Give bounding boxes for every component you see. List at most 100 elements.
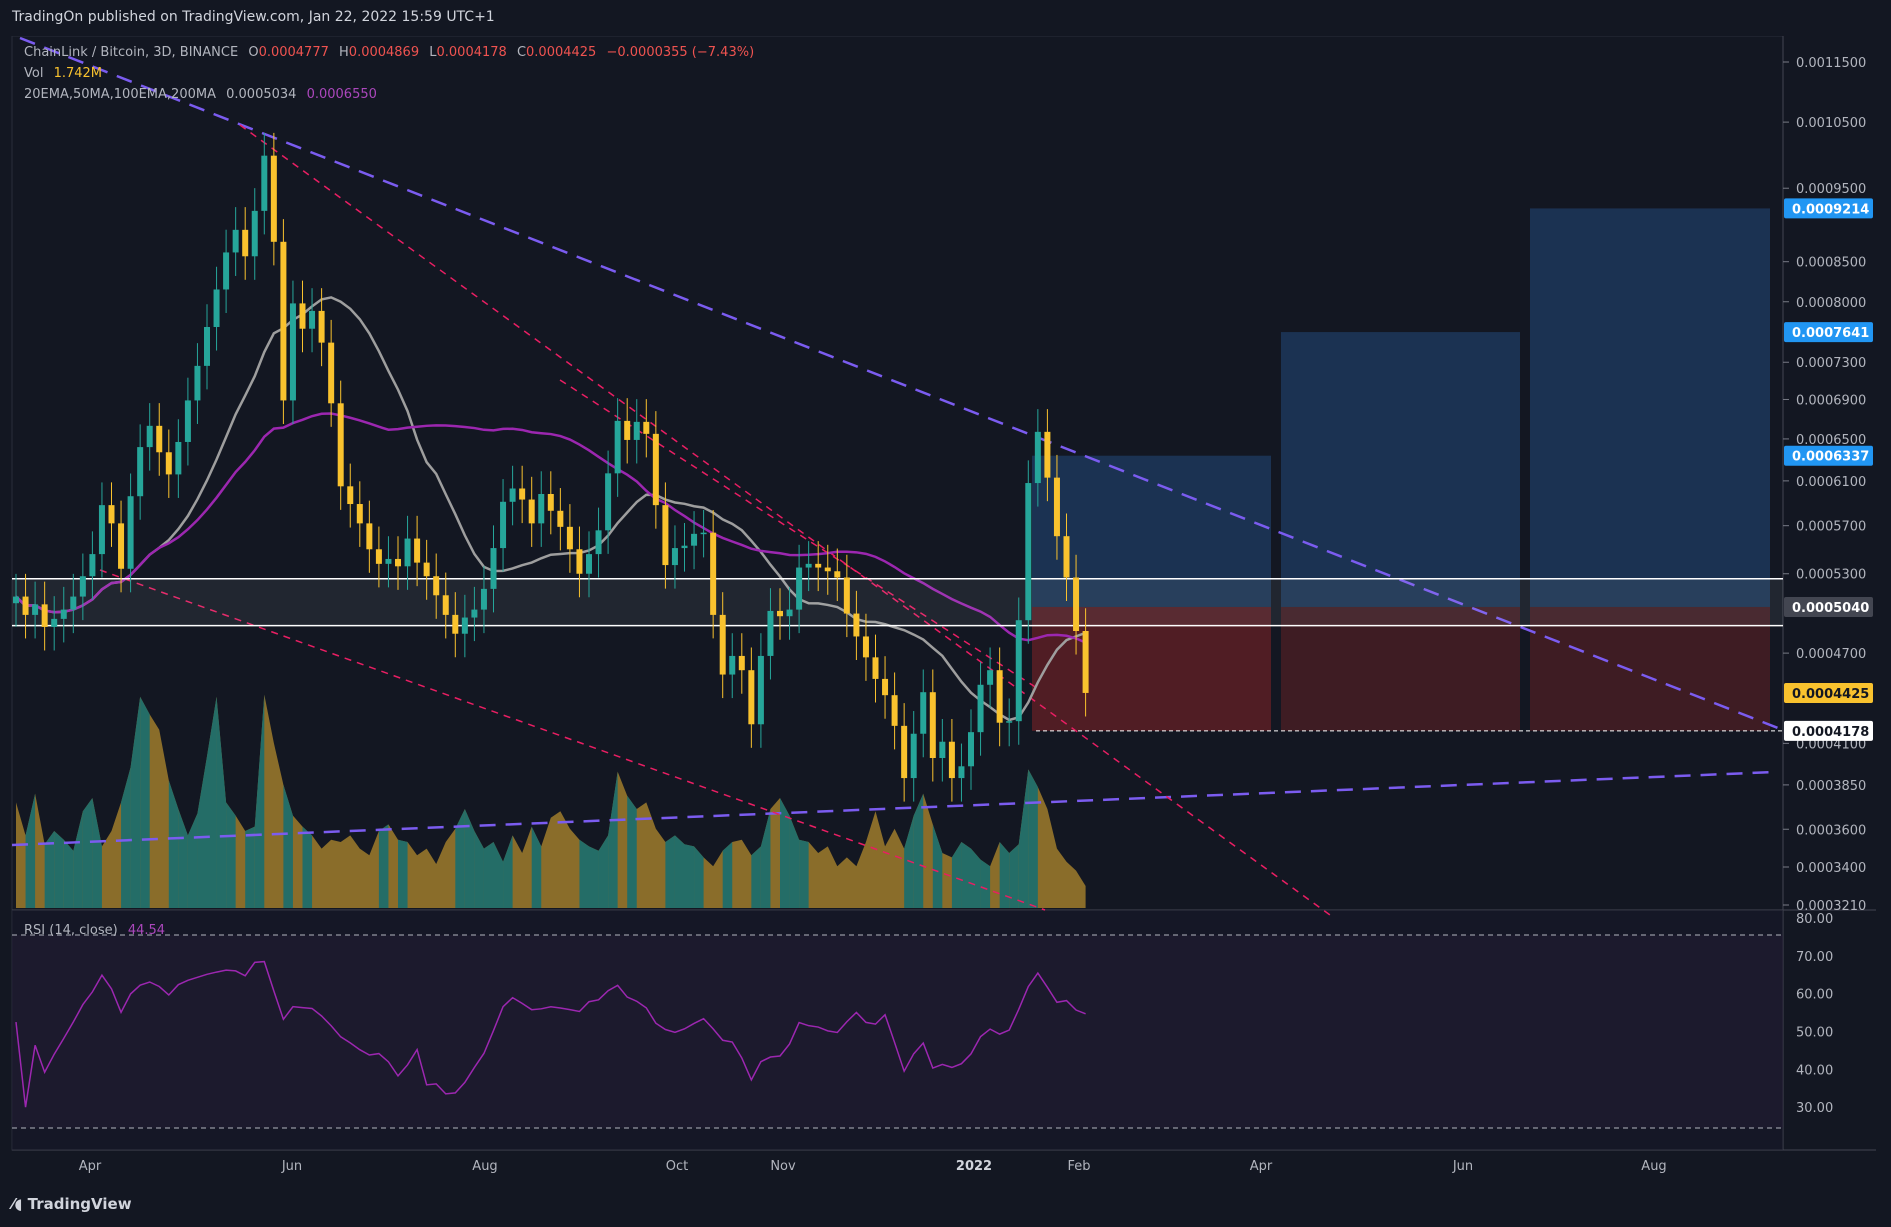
y-tick-label: 0.0010500	[1796, 116, 1866, 131]
l-label: L	[429, 45, 437, 60]
candle-body	[175, 441, 182, 475]
candle-body	[480, 588, 487, 610]
y-tick-label: 0.0007300	[1796, 356, 1866, 371]
candle-body	[127, 496, 134, 569]
candle-body	[586, 554, 592, 574]
volume-segment-up	[464, 809, 475, 908]
candle-body	[691, 533, 698, 546]
candle-body	[194, 365, 201, 401]
rsi-legend: RSI (14, close) 44.54	[24, 923, 165, 938]
candle-body	[576, 549, 583, 574]
candle-body	[614, 420, 621, 474]
x-tick-label: Jun	[281, 1159, 302, 1174]
candle-body	[461, 617, 468, 634]
volume-segment-up	[226, 802, 236, 908]
volume-segment-up	[254, 694, 265, 908]
x-tick-label: Aug	[1641, 1159, 1666, 1174]
candle-body	[920, 692, 927, 734]
volume-segment-up	[493, 842, 504, 908]
volume-legend: Vol 1.742M	[24, 66, 102, 81]
candle-body	[710, 532, 717, 615]
candle-body	[681, 545, 688, 549]
volume-segment-up	[216, 696, 227, 908]
volume-segment-up	[999, 842, 1010, 908]
candle-body	[891, 695, 898, 726]
volume-segment-up	[54, 831, 64, 908]
candle-body	[519, 488, 526, 500]
candle-body	[309, 310, 316, 329]
volume-segment-up	[378, 824, 389, 908]
candle-body	[165, 452, 172, 475]
volume-segment-up	[913, 793, 924, 908]
c-value: 0.0004425	[526, 45, 597, 60]
price-tag-label: 0.0006337	[1792, 450, 1869, 465]
candle-body	[547, 494, 554, 511]
candle-body	[79, 576, 86, 597]
rsi-tick-label: 30.00	[1796, 1101, 1833, 1116]
symbol-label: ChainLink / Bitcoin, 3D, BINANCE	[24, 45, 239, 60]
volume-segment-up	[684, 844, 695, 908]
volume-segment-up	[283, 784, 293, 908]
candle-body	[22, 596, 29, 615]
candle-body	[89, 554, 96, 577]
candle-body	[1044, 431, 1051, 478]
candle-body	[786, 609, 793, 617]
candle-body	[318, 310, 325, 343]
candle-body	[404, 538, 411, 567]
price-tag-label: 0.0004178	[1792, 725, 1869, 740]
candle-body	[757, 655, 764, 725]
rsi-band	[12, 935, 1783, 1128]
c-label: C	[516, 45, 527, 60]
candle-body	[834, 571, 841, 578]
x-tick-label: Aug	[472, 1159, 497, 1174]
candle-body	[662, 505, 669, 566]
candle-body	[299, 303, 306, 329]
candle-body	[815, 563, 822, 568]
price-tag-label: 0.0009214	[1792, 202, 1869, 217]
candle-body	[748, 670, 755, 725]
x-tick-label: Apr	[1250, 1159, 1273, 1174]
candle-body	[910, 733, 917, 779]
volume-segment-up	[168, 780, 179, 908]
volume-segment-up	[971, 848, 981, 908]
candle-body	[146, 425, 153, 448]
candle-body	[242, 229, 249, 257]
price-tag-bg	[1784, 198, 1873, 219]
volume-segment-up	[627, 795, 637, 908]
published-header: TradingOn published on TradingView.com, …	[0, 0, 1891, 36]
volume-segment-up	[245, 826, 255, 908]
volume-segment-up	[722, 842, 733, 908]
volume-segment-up	[589, 846, 599, 908]
volume-segment-up	[121, 767, 131, 908]
x-tick-label: Oct	[666, 1159, 688, 1174]
price-tag-bg	[1784, 596, 1873, 617]
candle-body	[1006, 721, 1013, 723]
h-value: 0.0004869	[348, 45, 420, 60]
stop-box	[1530, 606, 1770, 731]
candle-body	[557, 510, 564, 527]
volume-segment-up	[140, 696, 150, 908]
volume-segment-up	[197, 756, 207, 908]
volume-segment-up	[92, 798, 102, 908]
candle-body	[738, 655, 745, 671]
rsi-value: 44.54	[127, 923, 166, 938]
candle-body	[108, 505, 115, 524]
candle-body	[509, 488, 516, 502]
o-value: 0.0004777	[258, 45, 329, 60]
volume-segment-up	[980, 859, 991, 908]
footer: ⁄◖ TradingView	[0, 1185, 1891, 1227]
candle-body	[395, 558, 401, 567]
volume-segment-up	[760, 809, 771, 908]
candle-body	[433, 576, 440, 596]
ohlc-legend: ChainLink / Bitcoin, 3D, BINANCE O0.0004…	[24, 45, 754, 60]
change-value: −0.0000355 (−7.43%)	[606, 45, 755, 60]
tradingview-logo[interactable]: ⁄◖ TradingView	[12, 1195, 132, 1213]
volume-segment-up	[44, 831, 55, 908]
candle-body	[796, 567, 803, 610]
h-label: H	[339, 45, 349, 60]
candle-body	[347, 486, 354, 505]
candle-body	[538, 494, 545, 524]
candle-body	[843, 577, 850, 614]
candle-body	[605, 473, 612, 531]
